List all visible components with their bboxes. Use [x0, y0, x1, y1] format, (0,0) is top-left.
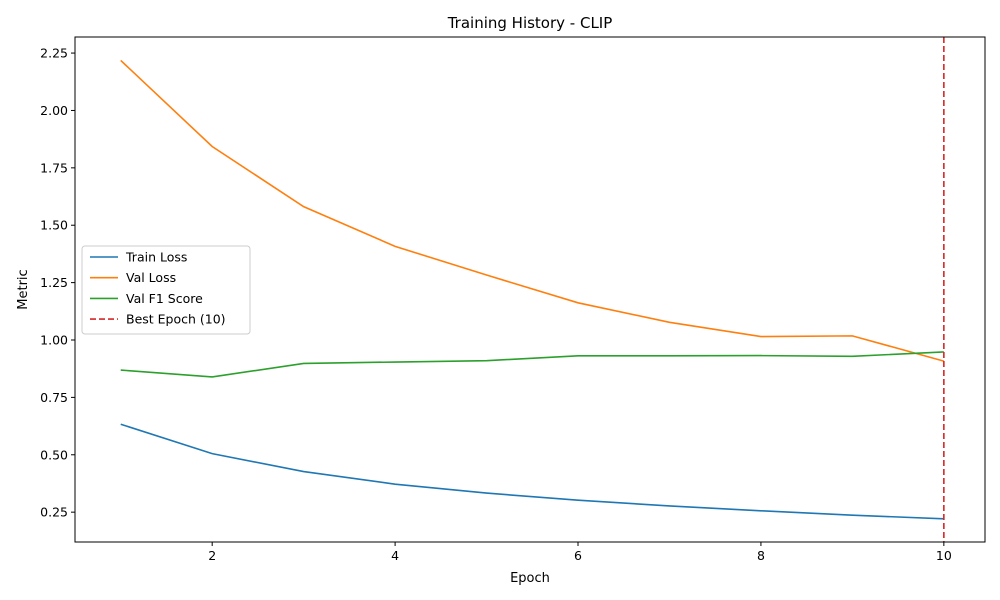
series-line-val-loss [120, 59, 945, 362]
legend-label: Best Epoch (10) [126, 312, 226, 327]
x-tick-label: 2 [208, 548, 216, 563]
x-tick-label: 10 [936, 548, 952, 563]
y-tick-label: 1.50 [40, 218, 68, 233]
legend-label: Val Loss [126, 270, 176, 285]
y-tick-label: 0.25 [40, 505, 68, 520]
chart-title: Training History - CLIP [447, 14, 613, 32]
y-axis-label: Metric [16, 269, 31, 309]
y-tick-label: 2.00 [40, 103, 68, 118]
y-tick-label: 1.25 [40, 275, 68, 290]
x-tick-label: 8 [757, 548, 765, 563]
axis-ticks: 2 4 6 8 10 0.25 0.50 0.75 1.00 1.25 1.50 1.75 2.00 2.… [40, 46, 952, 563]
legend-box [81, 245, 251, 335]
legend-label: Train Loss [125, 250, 187, 265]
plot-area [120, 37, 945, 542]
plot-frame [74, 36, 986, 543]
series-line-train-loss [120, 423, 944, 520]
x-axis-label: Epoch [510, 571, 550, 586]
x-tick-label: 4 [391, 548, 399, 563]
y-tick-label: 1.00 [40, 333, 68, 348]
legend: Train Loss Val Loss Val F1 Score Best Epoch… [81, 245, 251, 335]
series-line-val-f1-score [120, 351, 944, 378]
legend-label: Val F1 Score [126, 291, 203, 306]
x-tick-label: 6 [574, 548, 582, 563]
y-tick-label: 1.75 [40, 160, 68, 175]
y-tick-label: 0.50 [40, 447, 68, 462]
y-tick-label: 2.25 [40, 46, 68, 61]
y-tick-label: 0.75 [40, 390, 68, 405]
